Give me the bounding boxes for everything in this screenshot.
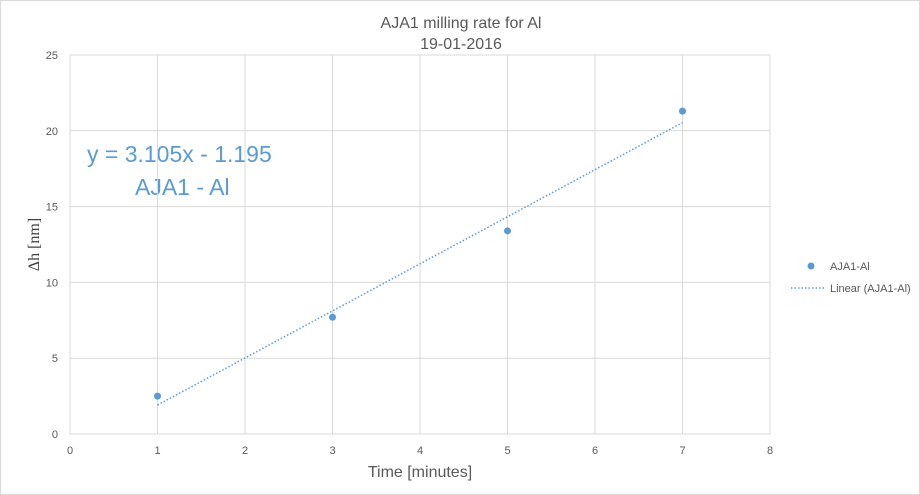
y-axis-label: Δh [nm]	[26, 218, 43, 271]
chart-title: AJA1 milling rate for Al	[380, 15, 542, 32]
y-tick-label: 25	[46, 50, 58, 62]
trendline-label: AJA1 - Al	[135, 174, 230, 200]
x-tick-label: 3	[329, 445, 335, 457]
trendline	[157, 121, 683, 406]
x-tick-label: 8	[767, 445, 773, 457]
x-tick-label: 5	[504, 445, 510, 457]
y-tick-label: 0	[52, 429, 58, 441]
y-tick-label: 15	[46, 202, 58, 214]
data-point	[329, 313, 336, 321]
x-axis-label: Time [minutes]	[368, 464, 472, 481]
chart-subtitle: 19-01-2016	[420, 36, 502, 53]
y-tick-label: 5	[52, 353, 58, 365]
y-tick-label: 10	[46, 277, 58, 289]
legend-label-trendline: Linear (AJA1-Al)	[830, 283, 911, 295]
trendline-equation: y = 3.105x - 1.195	[87, 141, 272, 167]
data-point	[504, 227, 511, 235]
y-tick-label: 20	[46, 126, 58, 138]
x-tick-label: 2	[242, 445, 248, 457]
x-tick-label: 1	[154, 445, 160, 457]
legend-label-series: AJA1-Al	[830, 261, 870, 273]
legend-marker	[807, 262, 815, 270]
data-point	[679, 107, 686, 115]
x-tick-label: 4	[417, 445, 423, 457]
x-tick-label: 6	[592, 445, 598, 457]
x-tick-label: 7	[679, 445, 685, 457]
data-point	[154, 392, 161, 400]
x-tick-label: 0	[67, 445, 73, 457]
